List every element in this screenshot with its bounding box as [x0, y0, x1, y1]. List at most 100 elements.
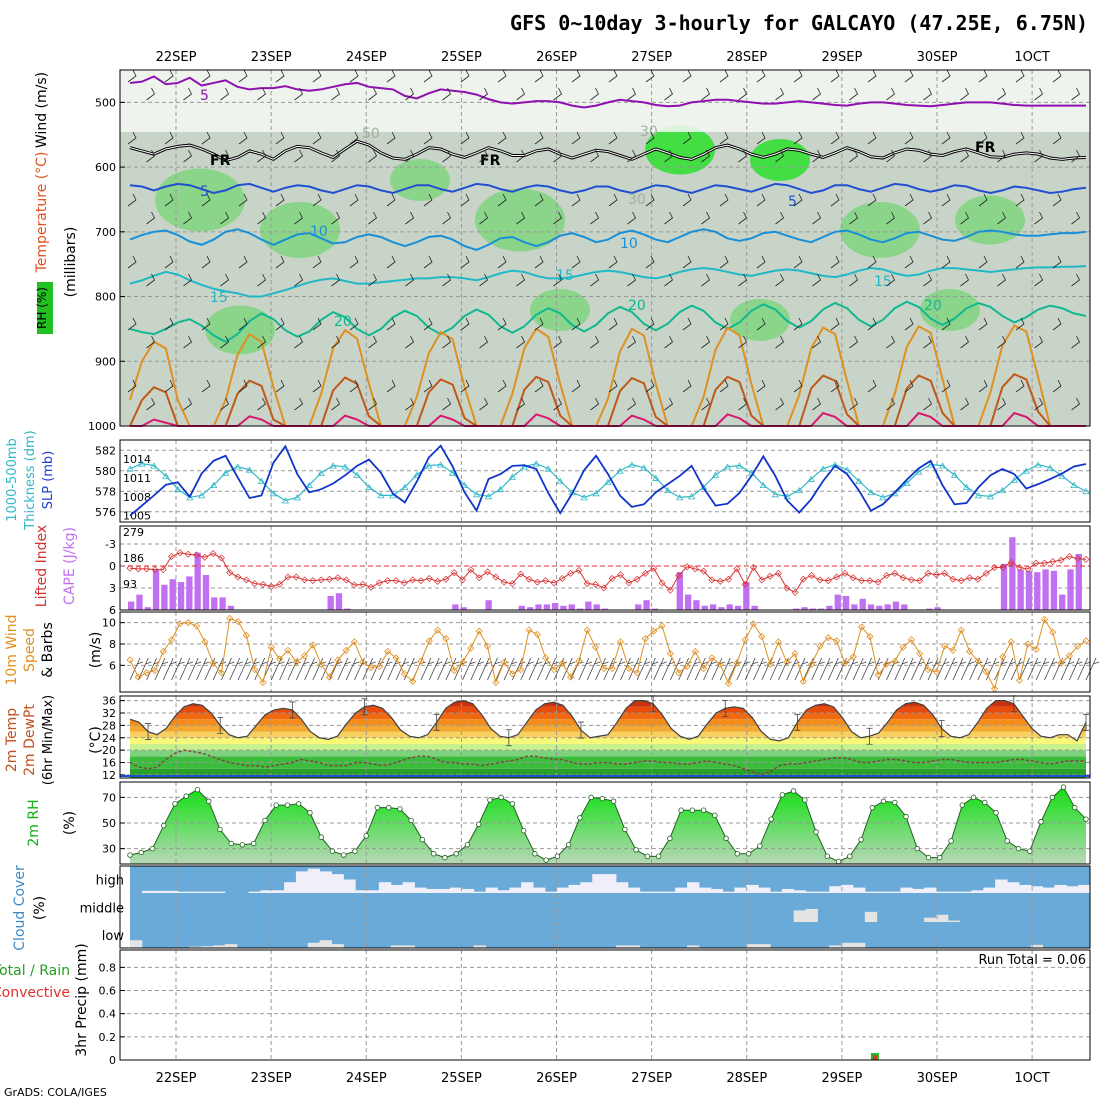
thickness-point	[233, 463, 242, 470]
wind-barb	[470, 657, 484, 681]
li-point	[1074, 555, 1082, 563]
wind-barb	[627, 273, 637, 287]
tick-label: 10	[102, 617, 116, 630]
wind-barb	[201, 379, 211, 393]
thickness-point	[1022, 467, 1030, 474]
li-point	[824, 577, 832, 585]
wind-barb	[738, 149, 748, 163]
bottom-date-axis: 22SEP 23SEP 24SEP 25SEP 26SEP 27SEP 28SEP 29SEP…	[156, 1071, 1050, 1086]
wind-speed-point	[683, 662, 691, 670]
panel-frame	[119, 611, 1091, 693]
wind-barb	[460, 317, 470, 331]
wind-barb	[146, 149, 156, 163]
wind-barb	[886, 397, 896, 411]
wind-barb	[911, 657, 925, 681]
wind-barb	[571, 379, 581, 393]
cape-bar	[701, 605, 708, 610]
li-point	[567, 569, 575, 577]
date-label-bottom: 23SEP	[251, 1071, 292, 1086]
cloud-clear-cell	[307, 868, 321, 893]
wind-barb	[220, 397, 230, 411]
wind-barb	[460, 193, 470, 207]
wind-barb	[1052, 131, 1062, 145]
wind-barb	[719, 193, 729, 207]
thickness-point	[938, 462, 947, 469]
cloud-clear-cell	[544, 891, 558, 893]
wind-speed-point	[492, 678, 500, 686]
cloud-clear-cell	[651, 891, 664, 893]
thickness-point	[365, 483, 373, 491]
cloud-clear-cell	[153, 890, 167, 893]
label-total-rain: Total / Rain	[0, 963, 70, 979]
wind-barb	[994, 657, 1008, 681]
cape-tick: 93	[123, 578, 137, 591]
wind-barb	[664, 211, 674, 225]
wind-barb	[275, 317, 285, 331]
thickness-point	[962, 483, 971, 491]
label-rh-units: (%)	[62, 811, 78, 835]
wind-speed-point	[949, 646, 957, 654]
li-point	[749, 563, 757, 571]
li-point	[1007, 558, 1015, 566]
cloud-clear-cell	[770, 891, 783, 893]
cloud-panel: high middle low	[80, 865, 1091, 949]
li-point	[791, 588, 799, 596]
cape-bar	[684, 594, 692, 610]
wind-barb	[405, 87, 415, 101]
cape-bar	[1050, 570, 1058, 610]
rh-point	[509, 801, 516, 807]
wind-barb	[304, 657, 318, 681]
li-point	[226, 569, 234, 577]
contour-label: 50	[362, 126, 380, 142]
rh-point	[802, 797, 808, 803]
wind-barb	[127, 193, 137, 207]
wind-barb	[812, 335, 822, 349]
cloud-clear-cell	[580, 882, 593, 893]
tick-label: 16	[102, 757, 116, 770]
wind-barb	[553, 87, 563, 101]
wind-barb	[719, 131, 729, 145]
wind-barb	[238, 317, 248, 331]
cape-bar	[1075, 554, 1082, 610]
thickness-point	[209, 481, 218, 488]
rh-point	[790, 788, 797, 794]
wind-speed-point	[916, 650, 924, 658]
wind-barb	[1052, 379, 1062, 393]
li-point	[683, 563, 691, 571]
isotherm-10	[129, 228, 1087, 252]
wind-barb	[1069, 657, 1083, 681]
cloud-clear-cell	[284, 882, 297, 893]
cloud-clear-cell	[687, 945, 700, 948]
wind-barb	[479, 335, 489, 349]
li-point	[658, 579, 666, 587]
wind-barb	[827, 657, 842, 681]
tick-label: 24	[102, 732, 116, 745]
temp-band	[130, 706, 1086, 714]
li-point	[459, 576, 467, 584]
li-point	[492, 573, 500, 581]
wind-barb	[867, 131, 877, 145]
cape-bar	[551, 603, 559, 610]
wind-barb	[849, 335, 859, 349]
cloud-clear-cell	[295, 871, 309, 893]
wind-barb	[164, 317, 174, 331]
chart-title: GFS 0~10day 3-hourly for GALCAYO (47.25E…	[510, 11, 1088, 35]
wind-speed-point	[733, 659, 741, 667]
wind-barb	[923, 335, 933, 349]
rh-point	[352, 848, 358, 854]
wind-speed-point	[317, 660, 325, 668]
wind-barb	[479, 87, 489, 101]
thickness-point	[425, 462, 433, 469]
wind-barb	[793, 193, 803, 207]
thickness-point	[759, 481, 768, 488]
label-2m-rh: 2m RH	[26, 799, 42, 846]
thickness-point	[843, 466, 851, 473]
li-point	[392, 577, 400, 585]
cloud-clear-cell	[355, 890, 368, 893]
wind-barb	[238, 193, 248, 207]
wind-barb	[719, 69, 729, 83]
wind-barb	[201, 131, 211, 145]
wind-speed-point	[1082, 637, 1090, 645]
cape-bar	[901, 604, 908, 610]
wind-barb	[220, 273, 230, 287]
